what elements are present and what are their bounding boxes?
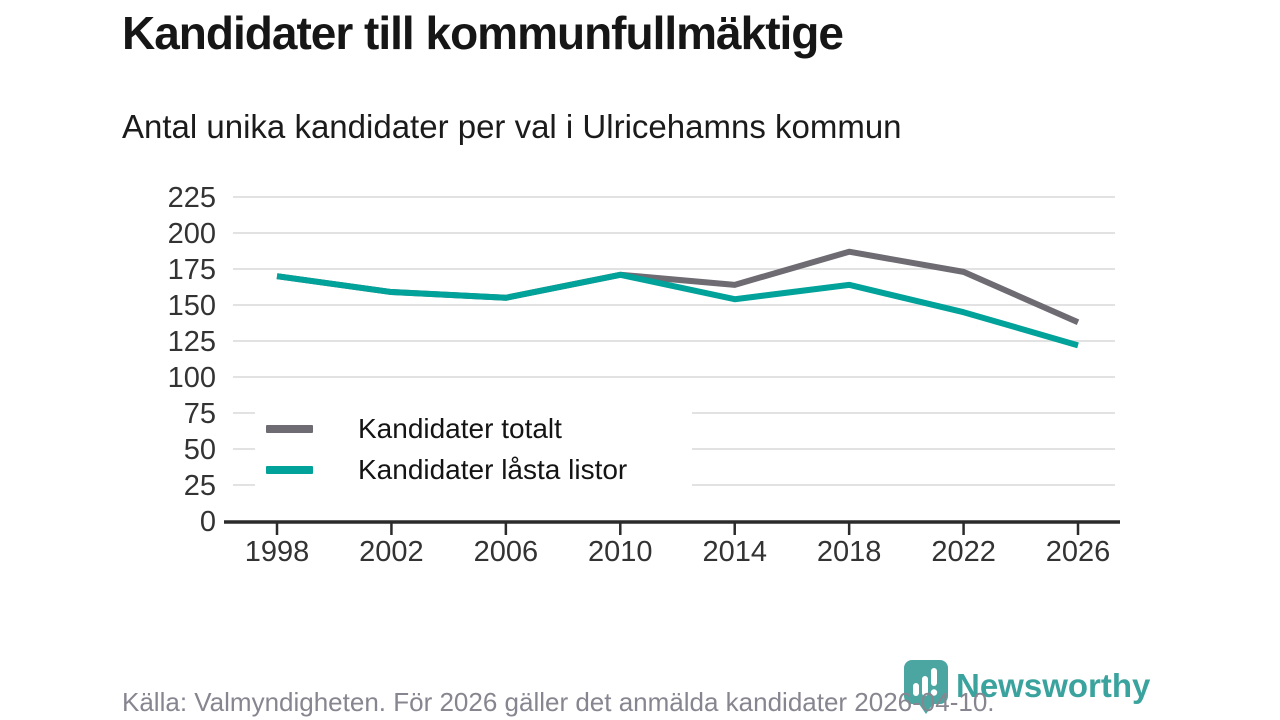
y-axis-tick-label: 225 — [168, 182, 216, 214]
x-axis-tick-label: 2022 — [931, 536, 996, 568]
newsworthy-bubble-icon — [904, 660, 948, 714]
x-axis-tick-label: 2018 — [817, 536, 882, 568]
y-axis-tick-label: 75 — [184, 398, 216, 430]
y-axis-tick-label: 125 — [168, 326, 216, 358]
chart-legend: Kandidater totalt Kandidater låsta listo… — [255, 404, 692, 494]
source-note: Källa: Valmyndigheten. För 2026 gäller d… — [122, 687, 995, 717]
x-axis-tick-label: 1998 — [245, 536, 310, 568]
y-axis-tick-label: 200 — [168, 218, 216, 250]
legend-item-total: Kandidater totalt — [255, 413, 692, 445]
y-axis-tick-label: 175 — [168, 254, 216, 286]
y-axis-tick-label: 50 — [184, 434, 216, 466]
chart-title: Kandidater till kommunfullmäktige — [122, 7, 844, 59]
legend-label-total: Kandidater totalt — [358, 412, 562, 444]
legend-swatch-total — [266, 424, 313, 433]
y-axis-tick-label: 150 — [168, 290, 216, 322]
chart-subtitle: Antal unika kandidater per val i Ulriceh… — [122, 108, 902, 145]
y-axis-tick-label: 25 — [184, 470, 216, 502]
x-axis-tick-label: 2002 — [359, 536, 424, 568]
x-axis-tick-label: 2014 — [702, 536, 767, 568]
legend-item-locked-lists: Kandidater låsta listor — [255, 454, 692, 486]
y-axis-tick-label: 100 — [168, 362, 216, 394]
legend-label-locked-lists: Kandidater låsta listor — [358, 453, 628, 485]
x-axis-tick-label: 2026 — [1046, 536, 1111, 568]
newsworthy-logo: Newsworthy — [903, 659, 1150, 715]
y-axis-tick-label: 0 — [200, 506, 216, 538]
data-line-locked-lists — [276, 271, 1079, 349]
x-axis-tick-label: 2006 — [474, 536, 539, 568]
newsworthy-wordmark: Newsworthy — [956, 667, 1151, 704]
x-axis-tick-label: 2010 — [588, 536, 653, 568]
legend-swatch-locked-lists — [266, 465, 313, 474]
